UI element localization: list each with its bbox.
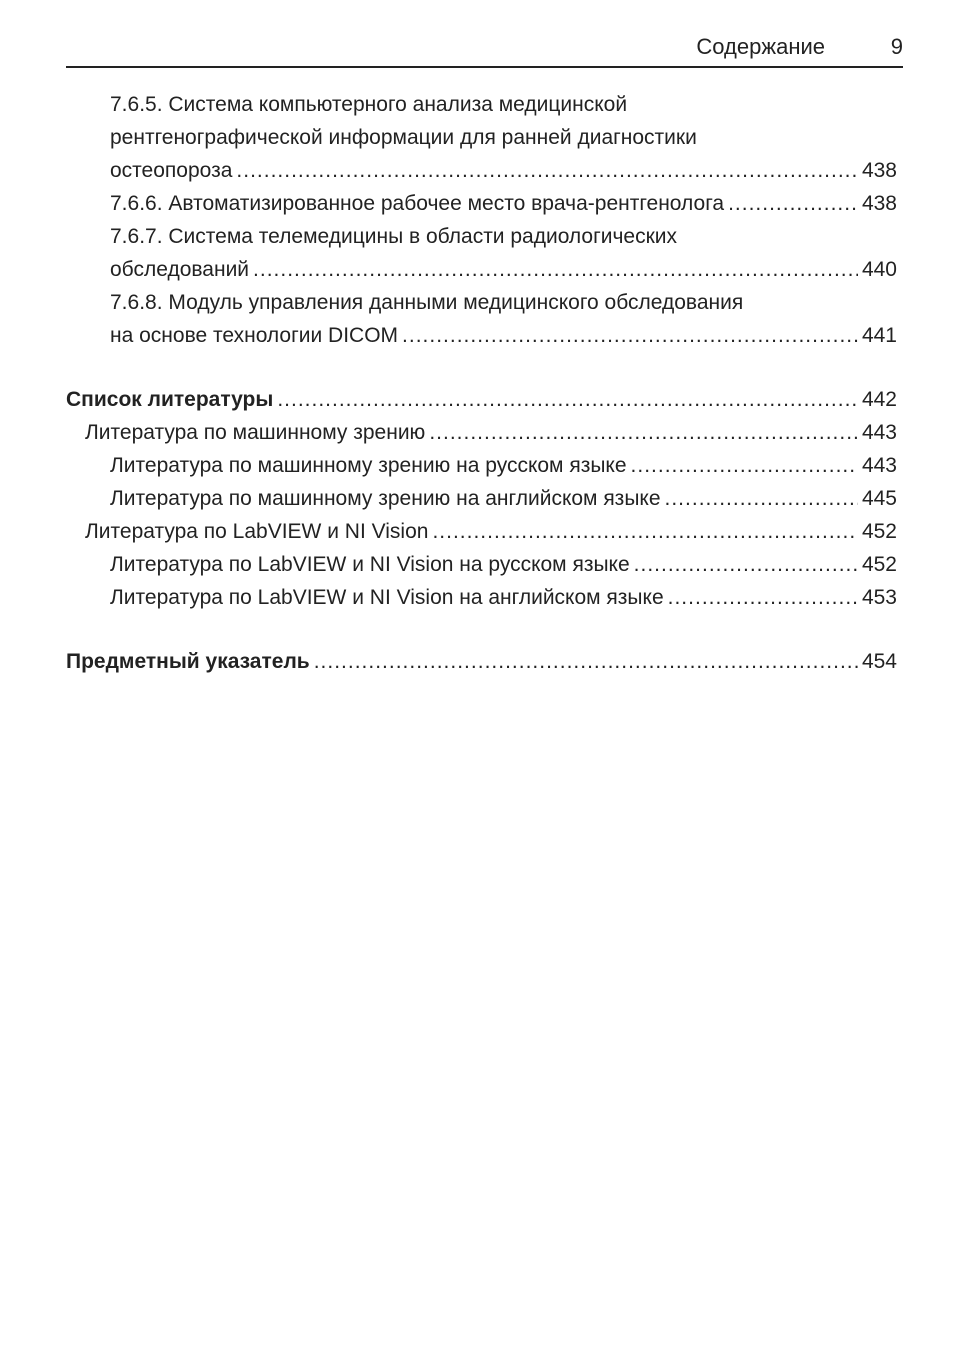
toc-entry[interactable]: Литература по LabVIEW и NI Vision на рус… <box>66 548 897 581</box>
toc-entry-title: Литература по LabVIEW и NI Vision на анг… <box>110 586 664 609</box>
toc-entry-title: Литература по LabVIEW и NI Vision на рус… <box>110 553 630 576</box>
toc-entry[interactable]: Литература по машинному зрению 443 <box>66 416 897 449</box>
toc-entry-page: 442 <box>861 388 897 411</box>
toc-entry-line: остеопороза 438 <box>66 154 897 187</box>
dot-leader <box>253 253 858 286</box>
dot-leader <box>631 449 858 482</box>
toc-entry-page: 453 <box>861 586 897 609</box>
toc-entry-title: Литература по машинному зрению на англий… <box>110 487 661 510</box>
toc-entry-page: 441 <box>861 324 897 347</box>
toc-entry-line: Предметный указатель 454 <box>66 645 897 678</box>
toc-entry-title: Предметный указатель <box>66 650 310 673</box>
toc-entry-title: на основе технологии DICOM <box>110 324 399 347</box>
dot-leader <box>668 581 858 614</box>
dot-leader <box>236 154 858 187</box>
dot-leader <box>728 187 858 220</box>
toc-entry-page: 438 <box>861 159 897 182</box>
toc-entry-page: 452 <box>861 553 897 576</box>
running-header: Содержание 9 <box>66 30 903 68</box>
toc-entry-line: Литература по LabVIEW и NI Vision на рус… <box>66 548 897 581</box>
toc-entry-page: 452 <box>861 520 897 543</box>
table-of-contents: 7.6.5. Система компьютерного анализа мед… <box>66 88 897 678</box>
toc-entry-line: Список литературы 442 <box>66 383 897 416</box>
toc-entry-page: 438 <box>861 192 897 215</box>
toc-entry[interactable]: 7.6.7. Система телемедицины в области ра… <box>66 220 897 286</box>
toc-entry-line: Литература по машинному зрению на русско… <box>66 449 897 482</box>
dot-leader <box>314 645 858 678</box>
dot-leader <box>432 515 858 548</box>
toc-entry-page: 443 <box>861 421 897 444</box>
dot-leader <box>402 319 858 352</box>
toc-entry-line: 7.6.7. Система телемедицины в области ра… <box>110 225 678 248</box>
dot-leader <box>429 416 858 449</box>
toc-entry[interactable]: Список литературы 442 <box>66 383 897 416</box>
toc-entry-page: 440 <box>861 258 897 281</box>
toc-entry[interactable]: 7.6.8. Модуль управления данными медицин… <box>66 286 897 352</box>
dot-leader <box>634 548 858 581</box>
toc-entry-line: рентгенографической информации для ранне… <box>110 126 697 149</box>
toc-entry-title: остеопороза <box>110 159 233 182</box>
toc-entry-line: обследований 440 <box>66 253 897 286</box>
toc-entry-line: 7.6.8. Модуль управления данными медицин… <box>110 291 744 314</box>
toc-entry-title: Литература по машинному зрению на русско… <box>110 454 627 477</box>
toc-entry[interactable]: Литература по машинному зрению на англий… <box>66 482 897 515</box>
toc-entry[interactable]: Предметный указатель 454 <box>66 645 897 678</box>
toc-entry[interactable]: Литература по машинному зрению на русско… <box>66 449 897 482</box>
toc-entry-line: Литература по LabVIEW и NI Vision на анг… <box>66 581 897 614</box>
toc-entry-page: 454 <box>861 650 897 673</box>
page-number: 9 <box>890 34 903 59</box>
toc-entry-page: 443 <box>861 454 897 477</box>
dot-leader <box>277 383 858 416</box>
toc-entry-title: 7.6.6. Автоматизированное рабочее место … <box>110 192 725 215</box>
toc-entry[interactable]: 7.6.6. Автоматизированное рабочее место … <box>66 187 897 220</box>
toc-entry-title: Литература по LabVIEW и NI Vision <box>85 520 429 543</box>
toc-entry-title: обследований <box>110 258 250 281</box>
toc-entry-page: 445 <box>861 487 897 510</box>
toc-entry-line: 7.6.6. Автоматизированное рабочее место … <box>66 187 897 220</box>
toc-entry[interactable]: 7.6.5. Система компьютерного анализа мед… <box>66 88 897 187</box>
toc-entry-line: 7.6.5. Система компьютерного анализа мед… <box>110 93 628 116</box>
header-title: Содержание <box>696 34 825 59</box>
toc-entry-line: Литература по машинному зрению 443 <box>66 416 897 449</box>
toc-entry-line: Литература по LabVIEW и NI Vision 452 <box>66 515 897 548</box>
toc-entry-title: Литература по машинному зрению <box>85 421 426 444</box>
toc-entry-title: Список литературы <box>66 388 274 411</box>
toc-entry[interactable]: Литература по LabVIEW и NI Vision 452 <box>66 515 897 548</box>
toc-entry-line: на основе технологии DICOM 441 <box>66 319 897 352</box>
toc-entry-line: Литература по машинному зрению на англий… <box>66 482 897 515</box>
dot-leader <box>665 482 858 515</box>
toc-entry[interactable]: Литература по LabVIEW и NI Vision на анг… <box>66 581 897 614</box>
